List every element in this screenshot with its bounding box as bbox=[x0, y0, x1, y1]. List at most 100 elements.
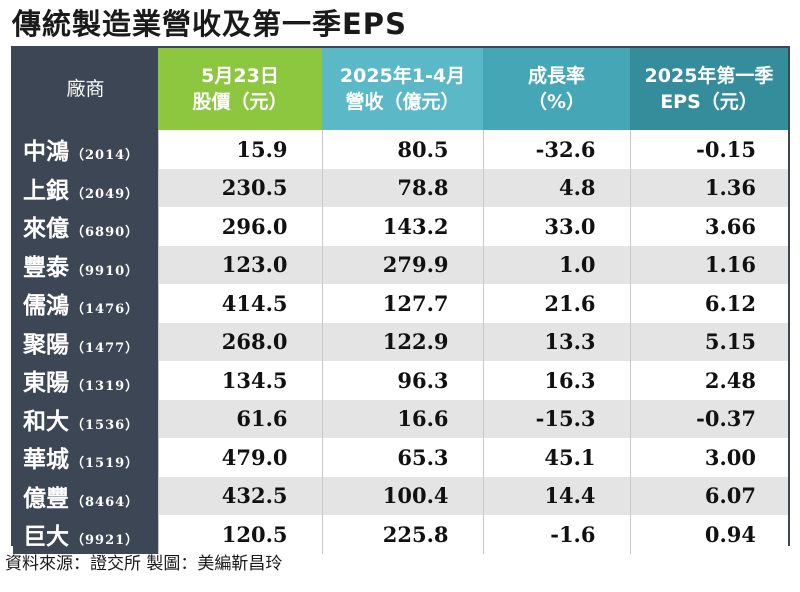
price-cell: 120.5 bbox=[157, 515, 322, 554]
company-code: （9921） bbox=[71, 533, 140, 549]
header-eps-line1: 2025年第一季 bbox=[644, 65, 774, 87]
company-name: 華城 bbox=[23, 446, 69, 474]
company-cell: 東陽 （1319） bbox=[13, 361, 158, 400]
company-cell: 聚陽 （1477） bbox=[13, 322, 158, 361]
revenue-cell: 279.9 bbox=[321, 245, 483, 284]
table-row: 和大 （1536） 61.6 16.6 -15.3 -0.37 bbox=[13, 399, 788, 438]
company-name: 上銀 bbox=[23, 176, 69, 204]
company-cell: 巨大 （9921） bbox=[13, 515, 158, 554]
header-growth-line1: 成長率 bbox=[527, 65, 585, 87]
header-growth: 成長率 （%） bbox=[483, 48, 630, 130]
company-cell: 來億 （6890） bbox=[13, 207, 158, 246]
data-table: 廠商 5月23日 股價（元） 2025年1-4月 營收（億元） 成長率 （%） … bbox=[13, 48, 788, 554]
revenue-cell: 65.3 bbox=[321, 438, 483, 477]
company-code: （1536） bbox=[71, 417, 140, 433]
company-name: 東陽 bbox=[23, 369, 69, 397]
price-cell: 15.9 bbox=[157, 130, 322, 169]
revenue-cell: 143.2 bbox=[321, 207, 483, 246]
table-body: 中鴻 （2014） 15.9 80.5 -32.6 -0.15 上銀 （2049） 230.5 7… bbox=[13, 130, 788, 554]
header-revenue-line1: 2025年1-4月 bbox=[339, 65, 466, 87]
growth-cell: 14.4 bbox=[482, 476, 630, 515]
table-row: 億豐 （8464） 432.5 100.4 14.4 6.07 bbox=[13, 476, 788, 515]
company-name: 和大 bbox=[23, 407, 69, 435]
growth-cell: -1.6 bbox=[482, 515, 630, 554]
company-name: 巨大 bbox=[23, 523, 69, 551]
price-cell: 134.5 bbox=[157, 361, 322, 400]
company-name: 聚陽 bbox=[23, 330, 69, 358]
revenue-cell: 225.8 bbox=[321, 515, 483, 554]
price-cell: 61.6 bbox=[157, 399, 322, 438]
company-cell: 中鴻 （2014） bbox=[13, 130, 158, 169]
company-cell: 上銀 （2049） bbox=[13, 168, 158, 207]
company-code: （6890） bbox=[71, 225, 140, 241]
eps-cell: 1.36 bbox=[629, 168, 788, 207]
header-company-label: 廠商 bbox=[66, 78, 105, 100]
header-revenue: 2025年1-4月 營收（億元） bbox=[322, 48, 483, 130]
price-cell: 414.5 bbox=[157, 284, 322, 323]
company-cell: 華城 （1519） bbox=[13, 438, 158, 477]
company-name: 中鴻 bbox=[23, 138, 69, 166]
company-code: （1519） bbox=[71, 456, 140, 472]
growth-cell: 21.6 bbox=[482, 284, 630, 323]
eps-cell: 6.12 bbox=[629, 284, 788, 323]
table-row: 華城 （1519） 479.0 65.3 45.1 3.00 bbox=[13, 438, 788, 477]
header-eps: 2025年第一季 EPS（元） bbox=[630, 48, 788, 130]
source-note: 資料來源：證交所 製圖：美編靳昌玲 bbox=[5, 554, 283, 574]
company-code: （8464） bbox=[71, 494, 140, 510]
table-row: 上銀 （2049） 230.5 78.8 4.8 1.36 bbox=[13, 168, 788, 207]
table-row: 來億 （6890） 296.0 143.2 33.0 3.66 bbox=[13, 207, 788, 246]
page-title: 傳統製造業營收及第一季EPS bbox=[12, 7, 407, 41]
company-code: （2049） bbox=[71, 186, 140, 202]
growth-cell: 4.8 bbox=[482, 168, 630, 207]
revenue-cell: 80.5 bbox=[321, 130, 483, 169]
header-company: 廠商 bbox=[13, 48, 158, 130]
company-code: （9910） bbox=[71, 263, 140, 279]
eps-cell: -0.37 bbox=[629, 399, 788, 438]
company-code: （1477） bbox=[71, 340, 140, 356]
header-price-line1: 5月23日 bbox=[201, 65, 279, 87]
revenue-cell: 96.3 bbox=[321, 361, 483, 400]
revenue-cell: 16.6 bbox=[321, 399, 483, 438]
price-cell: 432.5 bbox=[157, 476, 322, 515]
company-name: 豐泰 bbox=[23, 253, 69, 281]
table-row: 聚陽 （1477） 268.0 122.9 13.3 5.15 bbox=[13, 322, 788, 361]
revenue-cell: 78.8 bbox=[321, 168, 483, 207]
header-growth-line2: （%） bbox=[527, 91, 586, 113]
growth-cell: 16.3 bbox=[482, 361, 630, 400]
price-cell: 230.5 bbox=[157, 168, 322, 207]
data-table-container: 廠商 5月23日 股價（元） 2025年1-4月 營收（億元） 成長率 （%） … bbox=[11, 46, 790, 554]
company-name: 億豐 bbox=[23, 484, 69, 512]
company-cell: 豐泰 （9910） bbox=[13, 245, 158, 284]
table-header-row: 廠商 5月23日 股價（元） 2025年1-4月 營收（億元） 成長率 （%） … bbox=[13, 48, 788, 130]
price-cell: 296.0 bbox=[157, 207, 322, 246]
growth-cell: 45.1 bbox=[482, 438, 630, 477]
growth-cell: 1.0 bbox=[482, 245, 630, 284]
header-eps-line2: EPS（元） bbox=[660, 91, 758, 113]
eps-cell: 3.00 bbox=[629, 438, 788, 477]
eps-cell: 6.07 bbox=[629, 476, 788, 515]
table-row: 中鴻 （2014） 15.9 80.5 -32.6 -0.15 bbox=[13, 130, 788, 169]
eps-cell: 0.94 bbox=[629, 515, 788, 554]
revenue-cell: 100.4 bbox=[321, 476, 483, 515]
growth-cell: 33.0 bbox=[482, 207, 630, 246]
table-row: 東陽 （1319） 134.5 96.3 16.3 2.48 bbox=[13, 361, 788, 400]
table-row: 儒鴻 （1476） 414.5 127.7 21.6 6.12 bbox=[13, 284, 788, 323]
company-cell: 儒鴻 （1476） bbox=[13, 284, 158, 323]
header-price-line2: 股價（元） bbox=[192, 91, 288, 113]
eps-cell: 5.15 bbox=[629, 322, 788, 361]
growth-cell: 13.3 bbox=[482, 322, 630, 361]
eps-cell: 1.16 bbox=[629, 245, 788, 284]
table-row: 豐泰 （9910） 123.0 279.9 1.0 1.16 bbox=[13, 245, 788, 284]
company-cell: 和大 （1536） bbox=[13, 399, 158, 438]
company-code: （2014） bbox=[71, 148, 140, 164]
company-name: 儒鴻 bbox=[23, 292, 69, 320]
company-cell: 億豐 （8464） bbox=[13, 476, 158, 515]
table-row: 巨大 （9921） 120.5 225.8 -1.6 0.94 bbox=[13, 515, 788, 554]
header-revenue-line2: 營收（億元） bbox=[345, 91, 460, 113]
header-price: 5月23日 股價（元） bbox=[158, 48, 322, 130]
revenue-cell: 122.9 bbox=[321, 322, 483, 361]
eps-cell: 3.66 bbox=[629, 207, 788, 246]
company-name: 來億 bbox=[23, 215, 69, 243]
company-code: （1476） bbox=[71, 302, 140, 318]
eps-cell: 2.48 bbox=[629, 361, 788, 400]
